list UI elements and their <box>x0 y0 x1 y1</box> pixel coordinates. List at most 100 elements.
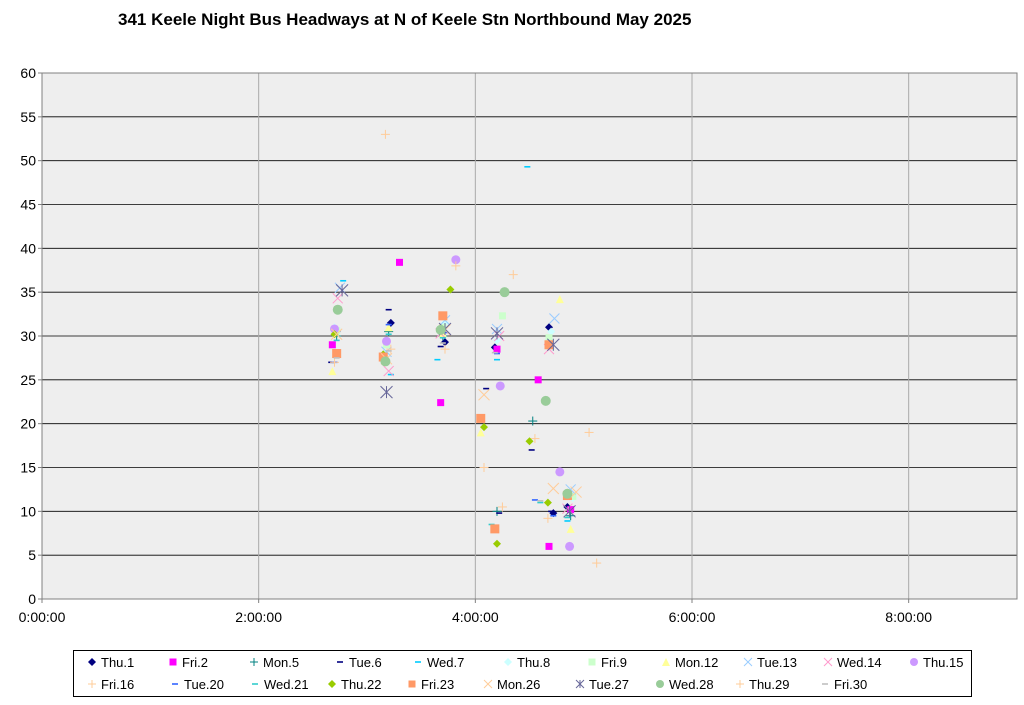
data-point <box>478 388 490 401</box>
y-tick-label: 40 <box>20 240 36 256</box>
legend-marker-icon <box>822 683 828 685</box>
data-point <box>382 336 391 346</box>
legend-item: Thu.29 <box>734 675 789 693</box>
data-points <box>328 129 602 568</box>
legend-item: Tue.27 <box>574 675 629 693</box>
data-point <box>499 287 510 298</box>
data-point <box>530 434 540 444</box>
legend-marker-icon <box>172 683 178 685</box>
data-point <box>543 498 552 507</box>
legend-label: Thu.1 <box>101 654 135 670</box>
data-point <box>546 338 560 352</box>
data-point <box>528 416 538 426</box>
legend-item: Fri.30 <box>819 675 867 693</box>
data-point <box>330 357 339 367</box>
y-tick-label: 35 <box>20 284 36 300</box>
y-tick-label: 30 <box>20 328 36 344</box>
data-point <box>490 327 504 340</box>
x-tick-label: 6:00:00 <box>669 609 716 625</box>
legend-label: Tue.20 <box>184 676 224 692</box>
data-point <box>328 341 336 349</box>
data-point <box>440 344 450 354</box>
legend-marker <box>408 680 416 688</box>
legend-label: Wed.21 <box>264 676 309 692</box>
legend-marker-icon <box>337 661 343 663</box>
legend-label: Tue.27 <box>589 676 629 692</box>
legend-marker <box>743 657 753 667</box>
data-point <box>492 506 502 516</box>
legend-marker-icon <box>823 657 833 667</box>
data-point <box>545 334 553 342</box>
legend-marker <box>328 680 336 688</box>
legend-item: Tue.13 <box>742 653 797 671</box>
data-point <box>562 488 573 499</box>
legend-item: Tue.20 <box>169 675 224 693</box>
legend-marker-icon <box>504 658 512 666</box>
legend-label: Fri.16 <box>101 676 135 692</box>
data-point <box>332 292 344 304</box>
legend-marker-icon <box>169 658 177 666</box>
chart-legend: Thu.1 Fri.2 Mon.5 Tue.6 Wed.7 Thu.8 Fri.9 Mon.1… <box>73 650 972 697</box>
y-tick-label: 0 <box>28 591 36 607</box>
data-point <box>332 349 342 359</box>
data-point <box>328 367 337 376</box>
data-point <box>435 324 446 335</box>
legend-marker-icon <box>88 680 96 688</box>
data-point <box>380 356 391 367</box>
legend-label: Tue.13 <box>757 654 797 670</box>
data-point <box>480 423 488 432</box>
legend-label: Mon.26 <box>497 676 541 692</box>
y-tick-label: 60 <box>20 65 36 81</box>
legend-marker <box>588 658 596 666</box>
legend-marker-icon <box>483 679 493 689</box>
data-point <box>479 463 489 472</box>
data-point <box>383 365 395 377</box>
legend-item: Fri.9 <box>586 653 627 671</box>
data-point <box>540 395 551 406</box>
legend-label: Mon.5 <box>263 654 300 670</box>
legend-marker <box>575 679 585 689</box>
data-point <box>569 492 577 500</box>
y-tick-label: 10 <box>20 503 36 519</box>
legend-marker <box>88 680 96 688</box>
legend-marker <box>483 679 493 689</box>
data-point <box>396 258 403 266</box>
legend-item: Wed.14 <box>822 653 882 671</box>
data-point <box>476 428 485 437</box>
x-tick-label: 8:00:00 <box>885 609 932 625</box>
legend-label: Thu.15 <box>923 654 964 670</box>
data-point <box>555 467 565 477</box>
data-point <box>330 324 339 334</box>
legend-item: Tue.6 <box>334 653 382 671</box>
tick-labels: 0 5 10 15 20 25 30 35 40 45 50 55 60 0:00:00 2:00:00 4:… <box>19 65 933 625</box>
data-point <box>380 385 393 399</box>
data-point <box>451 255 461 265</box>
legend-marker-icon <box>328 680 336 688</box>
data-point <box>330 330 339 339</box>
data-point <box>493 336 501 345</box>
data-point <box>498 312 506 320</box>
data-point <box>508 270 518 280</box>
legend-marker-icon <box>662 658 670 666</box>
legend-marker-icon <box>252 683 258 685</box>
data-point <box>451 261 461 271</box>
data-point <box>497 502 507 512</box>
data-point <box>446 285 455 294</box>
legend-item: Wed.7 <box>412 653 464 671</box>
data-point <box>549 313 560 324</box>
data-point <box>330 328 343 341</box>
legend-marker-icon <box>575 679 585 689</box>
legend-marker-icon <box>736 680 744 688</box>
data-point <box>495 381 505 391</box>
data-point <box>525 437 534 446</box>
data-point <box>490 524 500 534</box>
data-point <box>335 284 349 297</box>
legend-marker <box>662 658 670 666</box>
data-point <box>384 323 393 332</box>
x-tick-label: 0:00:00 <box>19 609 66 625</box>
scatter-plot: 0 5 10 15 20 25 30 35 40 45 50 55 60 0:00:00 2:00:00 4:… <box>19 65 1018 625</box>
data-point <box>493 345 501 353</box>
legend-marker-icon <box>588 658 596 666</box>
legend-label: Thu.29 <box>749 676 790 692</box>
y-tick-label: 50 <box>20 153 36 169</box>
